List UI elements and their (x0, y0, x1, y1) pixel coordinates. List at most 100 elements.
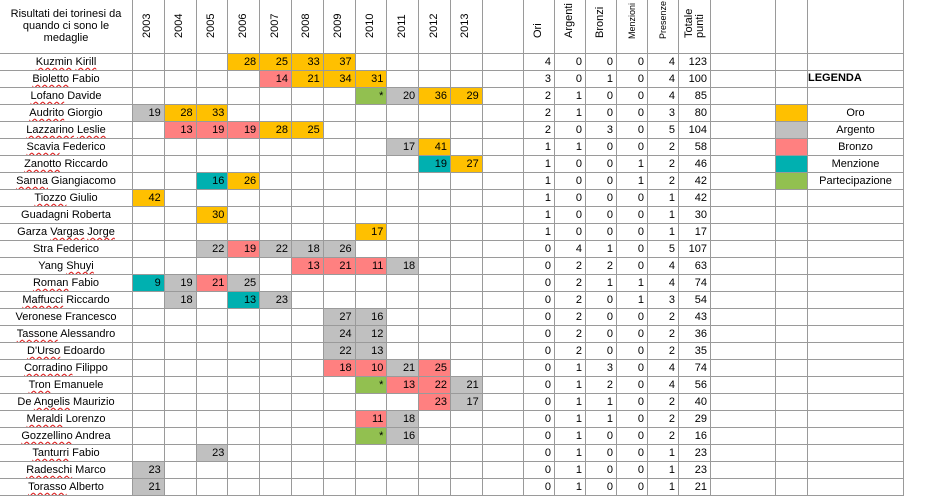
result-cell-2003: 19 (133, 105, 165, 122)
stat-cell-3: 0 (617, 88, 648, 105)
name-word: Giangiacomo (51, 175, 116, 187)
result-cell-2007 (260, 394, 292, 411)
result-cell-2012 (419, 445, 451, 462)
filler-cell (808, 309, 904, 326)
year-header-2009: 2009 (323, 0, 356, 54)
separator-cell (482, 139, 524, 156)
year-header-2006: 2006 (228, 0, 261, 54)
stat-cell-1: 1 (555, 394, 586, 411)
result-cell-2013 (451, 292, 483, 309)
stat-cell-4: 2 (648, 394, 679, 411)
row-name: Kuzmin Kirill (0, 54, 133, 71)
name-word: Roman (32, 277, 69, 289)
stat-cell-0: 1 (524, 207, 555, 224)
filler-cell (711, 394, 776, 411)
stat-cell-1: 1 (555, 377, 586, 394)
result-cell-2006 (228, 377, 261, 394)
name-word: Tassone (16, 328, 58, 340)
row-name: Zanotto Riccardo (0, 156, 133, 173)
result-cell-2003 (133, 377, 165, 394)
result-cell-2012 (419, 122, 451, 139)
result-cell-2007: 28 (260, 122, 292, 139)
result-cell-2004 (164, 479, 197, 496)
result-cell-2008 (292, 377, 324, 394)
result-cell-2010: 12 (355, 326, 388, 343)
stat-cell-3: 1 (617, 156, 648, 173)
stat-cell-2: 0 (586, 326, 617, 343)
stat-cell-5: 74 (679, 360, 711, 377)
result-cell-2012 (419, 71, 451, 88)
result-cell-2008: 33 (292, 54, 324, 71)
name-word: Meraldi (26, 413, 63, 425)
stat-cell-3: 0 (617, 54, 648, 71)
filler-cell (808, 258, 904, 275)
stat-cell-5: 100 (679, 71, 711, 88)
stat-cell-0: 0 (524, 275, 555, 292)
result-cell-2012 (419, 207, 451, 224)
stat-header-0: Ori (524, 0, 555, 54)
result-cell-2005 (196, 462, 229, 479)
stat-cell-2: 1 (586, 241, 617, 258)
result-cell-2010: 13 (355, 343, 388, 360)
result-cell-2004 (164, 445, 197, 462)
result-cell-2005 (196, 139, 229, 156)
filler-cell (711, 173, 776, 190)
result-cell-2009: 37 (323, 54, 356, 71)
filler-cell (808, 54, 904, 71)
stat-cell-0: 1 (524, 190, 555, 207)
stat-cell-4: 2 (648, 343, 679, 360)
filler-cell (776, 241, 808, 258)
result-cell-2004 (164, 377, 197, 394)
row-name: Tanturri Fabio (0, 445, 133, 462)
result-cell-2012 (419, 241, 451, 258)
stat-cell-3: 0 (617, 411, 648, 428)
result-cell-2004 (164, 173, 197, 190)
filler-cell (711, 275, 776, 292)
separator-cell (482, 479, 524, 496)
result-cell-2006: 19 (228, 122, 261, 139)
filler-cell (808, 411, 904, 428)
result-cell-2012 (419, 411, 451, 428)
result-cell-2004: 19 (164, 275, 197, 292)
year-header-label: 2013 (459, 13, 472, 38)
year-header-2010: 2010 (355, 0, 388, 54)
stat-cell-0: 0 (524, 241, 555, 258)
filler-cell (808, 428, 904, 445)
result-cell-2008 (292, 139, 324, 156)
stat-cell-4: 2 (648, 428, 679, 445)
legend-label: Partecipazione (808, 173, 904, 190)
legend-label: Menzione (808, 156, 904, 173)
filler-cell (711, 360, 776, 377)
stat-cell-2: 0 (586, 54, 617, 71)
filler-cell (776, 71, 808, 88)
legend-swatch-bronzo (776, 139, 808, 156)
result-cell-2012 (419, 173, 451, 190)
name-word: Davide (67, 90, 102, 102)
result-cell-2006: 26 (228, 173, 261, 190)
result-cell-2008 (292, 105, 324, 122)
stat-header-2: Bronzi (586, 0, 617, 54)
name-word: Francesco (65, 311, 117, 323)
filler-cell (711, 207, 776, 224)
filler-cell (808, 326, 904, 343)
result-cell-2012: 22 (419, 377, 451, 394)
name-word: Kuzmin (35, 56, 73, 68)
result-cell-2006 (228, 224, 261, 241)
stat-header-label: Ori (532, 23, 544, 38)
stat-cell-0: 4 (524, 54, 555, 71)
name-word: Giorgio (67, 107, 103, 119)
result-cell-2003 (133, 292, 165, 309)
name-word: Lofano (30, 90, 65, 102)
row-name: Corradino Filippo (0, 360, 133, 377)
stat-cell-5: 80 (679, 105, 711, 122)
stat-cell-5: 43 (679, 309, 711, 326)
name-word: De (17, 396, 32, 408)
stat-cell-5: 123 (679, 54, 711, 71)
stat-cell-3: 0 (617, 479, 648, 496)
result-cell-2008 (292, 190, 324, 207)
result-cell-2012: 25 (419, 360, 451, 377)
result-cell-2005: 16 (196, 173, 229, 190)
row-name: Gozzellino Andrea (0, 428, 133, 445)
result-cell-2010: 16 (355, 309, 388, 326)
result-cell-2003 (133, 445, 165, 462)
